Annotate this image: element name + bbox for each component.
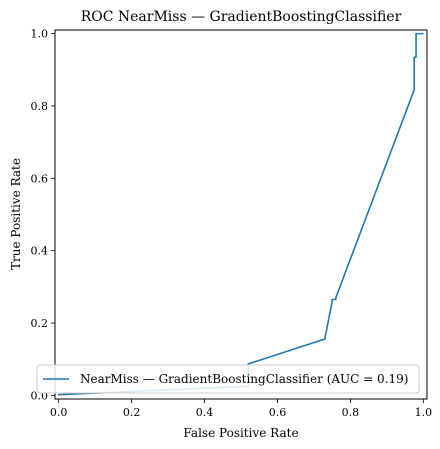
y-tick-label: 0.4 xyxy=(31,245,49,258)
x-tick-label: 0.4 xyxy=(196,406,214,419)
x-tick-label: 0.2 xyxy=(123,406,141,419)
y-tick-label: 1.0 xyxy=(31,28,49,41)
y-tick-label: 0.6 xyxy=(31,172,49,185)
plot-area xyxy=(57,32,424,396)
y-axis: 0.00.20.40.60.81.0 xyxy=(31,28,55,402)
y-tick-label: 0.2 xyxy=(31,317,49,330)
chart-title: ROC NearMiss — GradientBoostingClassifie… xyxy=(81,9,402,25)
y-tick-label: 0.8 xyxy=(31,100,49,113)
x-axis: 0.0 0.2 0.4 0.6 0.8 1.0 xyxy=(50,399,432,419)
y-axis-label: True Positive Rate xyxy=(9,158,23,270)
x-tick-label: 1.0 xyxy=(415,406,433,419)
legend: NearMiss — GradientBoostingClassifier (A… xyxy=(36,364,420,394)
x-tick-label: 0.8 xyxy=(342,406,360,419)
x-axis-label: False Positive Rate xyxy=(183,426,298,440)
roc-curve-line xyxy=(57,32,424,396)
plot-frame xyxy=(54,29,428,400)
x-tick-label: 0.0 xyxy=(50,406,68,419)
legend-box xyxy=(36,364,420,394)
x-tick-label: 0.6 xyxy=(269,406,287,419)
legend-label: NearMiss — GradientBoostingClassifier (A… xyxy=(80,372,408,386)
